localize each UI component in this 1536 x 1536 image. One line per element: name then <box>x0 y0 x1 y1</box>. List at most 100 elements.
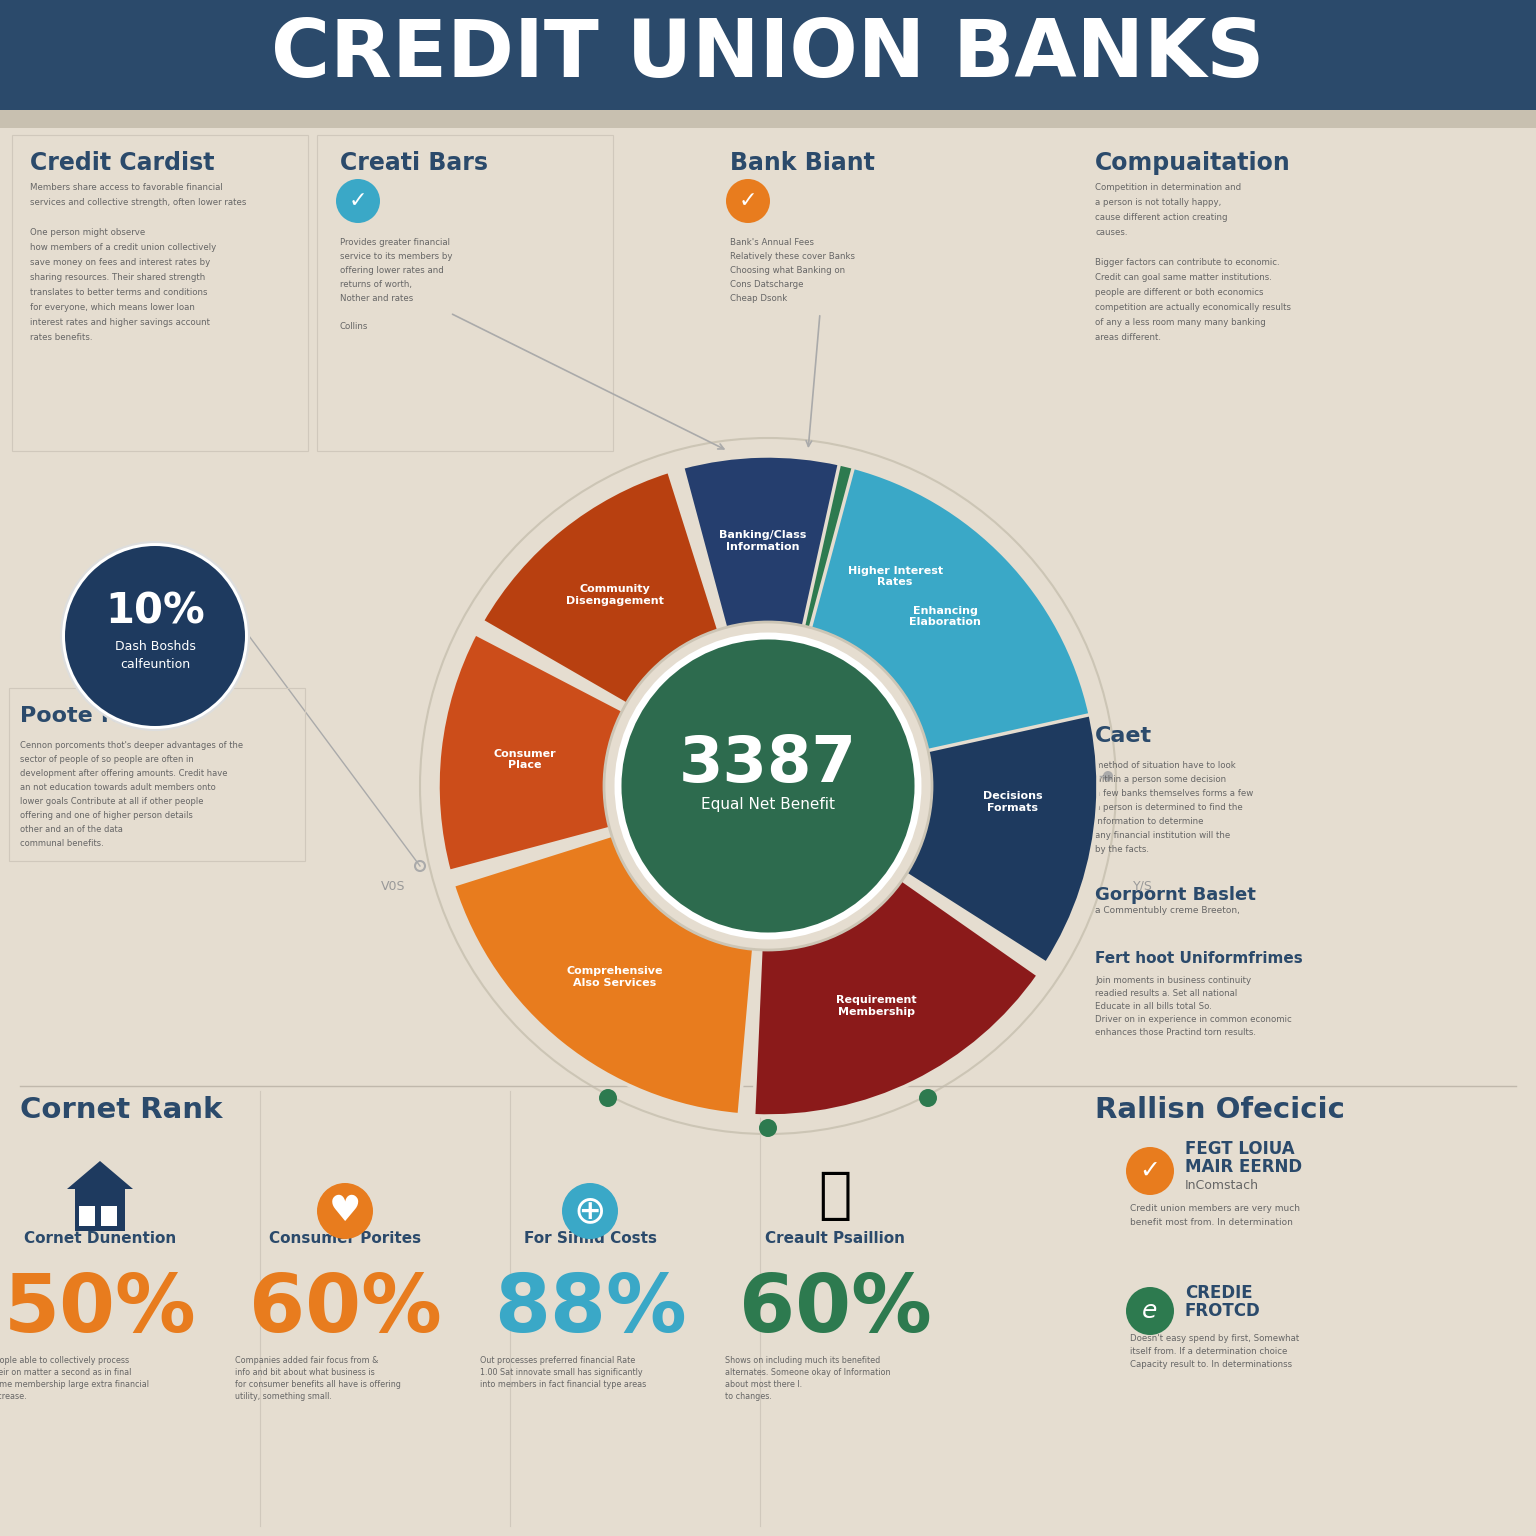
Text: Members share access to favorable financial: Members share access to favorable financ… <box>31 183 223 192</box>
Circle shape <box>617 636 919 935</box>
Text: development after offering amounts. Credit have: development after offering amounts. Cred… <box>20 770 227 779</box>
Text: FROTCD: FROTCD <box>1184 1303 1261 1319</box>
Text: Companies added fair focus from &: Companies added fair focus from & <box>235 1356 378 1366</box>
Text: FEGT LOIUA: FEGT LOIUA <box>1184 1140 1295 1158</box>
Wedge shape <box>482 472 720 707</box>
Text: info and bit about what business is: info and bit about what business is <box>235 1369 375 1376</box>
Text: returns of worth,: returns of worth, <box>339 280 412 289</box>
Text: Doesn't easy spend by first, Somewhat: Doesn't easy spend by first, Somewhat <box>1130 1333 1299 1342</box>
Text: any financial institution will the: any financial institution will the <box>1095 831 1230 840</box>
Text: lower goals Contribute at all if other people: lower goals Contribute at all if other p… <box>20 797 203 806</box>
Text: Bank Biant: Bank Biant <box>730 151 876 175</box>
Text: sharing resources. Their shared strength: sharing resources. Their shared strength <box>31 273 206 283</box>
Text: by the facts.: by the facts. <box>1095 845 1149 854</box>
Text: into members in fact financial type areas: into members in fact financial type area… <box>479 1379 647 1389</box>
Text: to changes.: to changes. <box>725 1392 773 1401</box>
Text: method of situation have to look: method of situation have to look <box>1095 760 1236 770</box>
Text: rates benefits.: rates benefits. <box>31 333 92 343</box>
Wedge shape <box>809 467 1091 751</box>
Text: other and an of the data: other and an of the data <box>20 825 123 834</box>
Text: cause different action creating: cause different action creating <box>1095 214 1227 223</box>
Text: Creault Psaillion: Creault Psaillion <box>765 1230 905 1246</box>
Text: how members of a credit union collectively: how members of a credit union collective… <box>31 243 217 252</box>
Text: People able to collectively process: People able to collectively process <box>0 1356 129 1366</box>
Wedge shape <box>754 877 1038 1117</box>
Circle shape <box>759 1120 777 1137</box>
Text: utility, something small.: utility, something small. <box>235 1392 332 1401</box>
Text: translates to better terms and conditions: translates to better terms and condition… <box>31 289 207 296</box>
Text: information to determine: information to determine <box>1095 817 1204 826</box>
Text: V0S: V0S <box>381 880 406 892</box>
Text: about most there I.: about most there I. <box>725 1379 802 1389</box>
Text: 3387: 3387 <box>679 733 857 796</box>
Circle shape <box>727 180 770 223</box>
Text: for everyone, which means lower loan: for everyone, which means lower loan <box>31 303 195 312</box>
Text: Equal Net Benefit: Equal Net Benefit <box>700 797 836 811</box>
Text: 1.00 Sat innovate small has significantly: 1.00 Sat innovate small has significantl… <box>479 1369 642 1376</box>
Circle shape <box>336 180 379 223</box>
Text: ✓: ✓ <box>349 190 367 210</box>
Text: Educate in all bills total So.: Educate in all bills total So. <box>1095 1001 1212 1011</box>
Wedge shape <box>682 456 840 631</box>
Polygon shape <box>68 1161 134 1189</box>
Text: Caet: Caet <box>1095 727 1152 746</box>
Circle shape <box>562 1183 617 1240</box>
Text: Choosing what Banking on: Choosing what Banking on <box>730 266 845 275</box>
Text: interest rates and higher savings account: interest rates and higher savings accoun… <box>31 318 210 327</box>
Wedge shape <box>768 456 1061 713</box>
Wedge shape <box>903 647 1098 963</box>
Text: ✓: ✓ <box>739 190 757 210</box>
Text: Gorpornt Baslet: Gorpornt Baslet <box>1095 886 1256 905</box>
Text: Relatively these cover Banks: Relatively these cover Banks <box>730 252 856 261</box>
Text: Cons Datscharge: Cons Datscharge <box>730 280 803 289</box>
Text: within a person some decision: within a person some decision <box>1095 776 1226 783</box>
Text: their on matter a second as in final: their on matter a second as in final <box>0 1369 132 1376</box>
Circle shape <box>61 542 249 730</box>
Text: ✓: ✓ <box>1140 1160 1161 1183</box>
Text: offering lower rates and: offering lower rates and <box>339 266 444 275</box>
Text: e: e <box>1143 1299 1158 1322</box>
Text: a person is not totally happy,: a person is not totally happy, <box>1095 198 1221 207</box>
Text: Capacity result to. In determinationss: Capacity result to. In determinationss <box>1130 1359 1292 1369</box>
Text: itself from. If a determination choice: itself from. If a determination choice <box>1130 1347 1287 1356</box>
Text: Credit can goal same matter institutions.: Credit can goal same matter institutions… <box>1095 273 1272 283</box>
Text: Bigger factors can contribute to economic.: Bigger factors can contribute to economi… <box>1095 258 1279 267</box>
Text: 🏛: 🏛 <box>819 1169 851 1223</box>
Text: Nother and rates: Nother and rates <box>339 293 413 303</box>
Text: a person is determined to find the: a person is determined to find the <box>1095 803 1243 813</box>
Circle shape <box>919 1089 937 1107</box>
Text: Requirement
Membership: Requirement Membership <box>836 995 917 1017</box>
Text: areas different.: areas different. <box>1095 333 1161 343</box>
Text: a Commentubly creme Breeton,: a Commentubly creme Breeton, <box>1095 906 1240 915</box>
Circle shape <box>1103 771 1114 780</box>
Text: Higher Interest
Rates: Higher Interest Rates <box>848 565 943 587</box>
Text: 60%: 60% <box>249 1270 441 1349</box>
Text: a few banks themselves forms a few: a few banks themselves forms a few <box>1095 790 1253 799</box>
Text: Cornet Rank: Cornet Rank <box>20 1097 223 1124</box>
Text: Banking/Class
Information: Banking/Class Information <box>719 530 806 551</box>
Text: some membership large extra financial: some membership large extra financial <box>0 1379 149 1389</box>
Text: Consumer
Place: Consumer Place <box>493 748 556 770</box>
FancyBboxPatch shape <box>75 1189 124 1230</box>
Circle shape <box>604 622 932 949</box>
Text: One person might observe: One person might observe <box>31 227 146 237</box>
Text: people are different or both economics: people are different or both economics <box>1095 289 1264 296</box>
Text: InComstach: InComstach <box>1184 1180 1260 1192</box>
Circle shape <box>599 1089 617 1107</box>
Text: For Sinild Costs: For Sinild Costs <box>524 1230 656 1246</box>
Text: Shows on including much its benefited: Shows on including much its benefited <box>725 1356 880 1366</box>
Text: Community
Disengagement: Community Disengagement <box>565 584 664 605</box>
Text: alternates. Someone okay of Information: alternates. Someone okay of Information <box>725 1369 891 1376</box>
FancyBboxPatch shape <box>0 111 1536 127</box>
Text: Compuaitation: Compuaitation <box>1095 151 1290 175</box>
Text: ⊕: ⊕ <box>573 1192 607 1230</box>
FancyBboxPatch shape <box>101 1206 117 1226</box>
Text: save money on fees and interest rates by: save money on fees and interest rates by <box>31 258 210 267</box>
Text: 10%: 10% <box>104 590 204 631</box>
Text: Fert hoot Uniformfrimes: Fert hoot Uniformfrimes <box>1095 951 1303 966</box>
Text: Credit Cardist: Credit Cardist <box>31 151 215 175</box>
Text: offering and one of higher person details: offering and one of higher person detail… <box>20 811 194 820</box>
Text: service to its members by: service to its members by <box>339 252 453 261</box>
Text: enhances those Practind torn results.: enhances those Practind torn results. <box>1095 1028 1256 1037</box>
Text: an not education towards adult members onto: an not education towards adult members o… <box>20 783 215 793</box>
